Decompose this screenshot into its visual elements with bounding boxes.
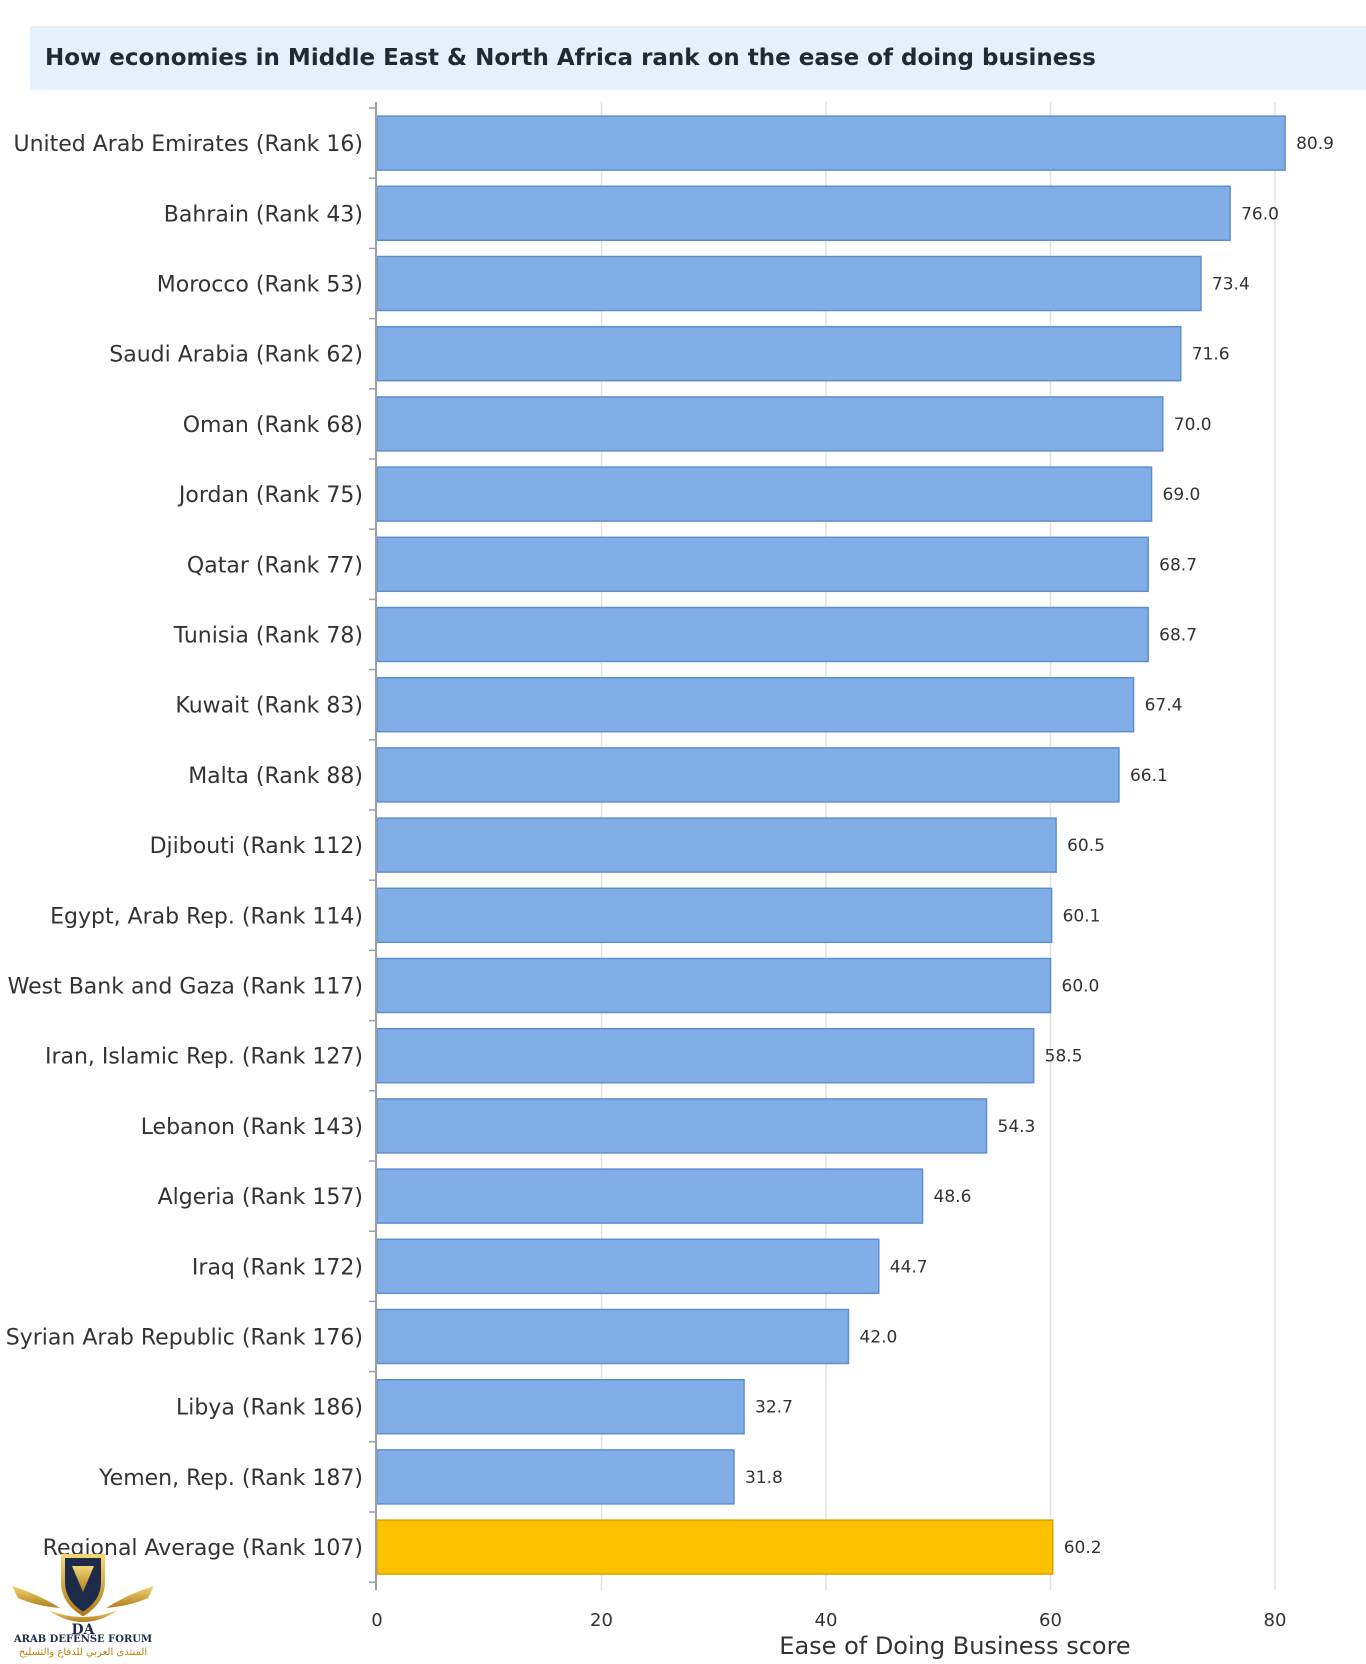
bar [376, 536, 1149, 593]
value-label: 66.1 [1130, 766, 1168, 786]
bar [376, 1378, 745, 1435]
category-label: Iran, Islamic Rep. (Rank 127) [45, 1045, 363, 1070]
value-label: 76.0 [1241, 204, 1279, 224]
category-label: Iraq (Rank 172) [192, 1255, 363, 1280]
value-label: 58.5 [1045, 1047, 1083, 1067]
bar [376, 396, 1164, 452]
forum-logo: DA ARAB DEFENSE FORUM المنتدى العربي للد… [8, 1548, 158, 1660]
bars [376, 115, 1286, 1575]
bar [376, 185, 1231, 242]
value-label: 80.9 [1296, 134, 1334, 154]
value-label: 73.4 [1212, 275, 1250, 295]
category-label: Libya (Rank 186) [176, 1396, 363, 1421]
value-label: 69.0 [1163, 485, 1201, 505]
value-label: 71.6 [1192, 345, 1230, 365]
bar [376, 1449, 735, 1505]
x-tick-label: 40 [815, 1610, 838, 1631]
category-label: Morocco (Rank 53) [157, 273, 363, 298]
chart-title-band: How economies in Middle East & North Afr… [30, 26, 1366, 90]
bar [376, 325, 1182, 382]
axes [369, 102, 377, 1591]
bar [376, 817, 1057, 873]
category-label: Lebanon (Rank 143) [141, 1115, 363, 1140]
bar [376, 1238, 880, 1295]
x-tick-label: 60 [1039, 1610, 1062, 1631]
bar [376, 1308, 850, 1365]
logo-name-ar: المنتدى العربي للدفاع والتسليح [18, 1647, 148, 1658]
category-label: Saudi Arabia (Rank 62) [109, 343, 363, 368]
category-label: West Bank and Gaza (Rank 117) [8, 975, 363, 1000]
value-label: 60.0 [1062, 977, 1100, 997]
logo-name-en: ARAB DEFENSE FORUM [13, 1634, 153, 1645]
category-label: Egypt, Arab Rep. (Rank 114) [50, 904, 363, 929]
value-label: 60.2 [1064, 1538, 1102, 1558]
category-label: Kuwait (Rank 83) [175, 694, 363, 719]
value-label: 70.0 [1174, 415, 1212, 435]
value-label: 60.5 [1067, 836, 1105, 856]
category-label: Djibouti (Rank 112) [150, 834, 363, 859]
category-label: Qatar (Rank 77) [187, 553, 363, 578]
bar [376, 115, 1286, 171]
bar [376, 747, 1120, 803]
x-axis-title: Ease of Doing Business score [779, 1632, 1130, 1660]
value-label: 60.1 [1063, 906, 1101, 926]
bar [376, 255, 1202, 312]
shield-emblem-icon: DA [12, 1554, 154, 1638]
value-label: 68.7 [1159, 555, 1197, 575]
bar [376, 676, 1135, 733]
value-label: 44.7 [890, 1257, 928, 1277]
bar [376, 1168, 924, 1224]
labels: 0 20 40 60 80 United Arab Emirates (Rank 16) 8… [6, 132, 1334, 1631]
category-label: Jordan (Rank 75) [177, 483, 363, 508]
bar [376, 466, 1153, 522]
bar [376, 1027, 1035, 1084]
category-label: Algeria (Rank 157) [158, 1185, 363, 1210]
bar [376, 957, 1052, 1014]
category-label: Malta (Rank 88) [188, 764, 363, 789]
value-label: 68.7 [1159, 626, 1197, 646]
value-label: 67.4 [1145, 696, 1183, 716]
bar [376, 606, 1149, 663]
category-label: Bahrain (Rank 43) [164, 202, 363, 227]
x-tick-label: 20 [590, 1610, 613, 1631]
x-tick-label: 0 [371, 1610, 382, 1631]
value-label: 31.8 [745, 1468, 783, 1488]
x-tick-label: 80 [1264, 1610, 1287, 1631]
category-label: Oman (Rank 68) [183, 413, 363, 438]
category-label: Yemen, Rep. (Rank 187) [98, 1466, 363, 1491]
bar-regional-average [376, 1519, 1054, 1575]
chart-title: How economies in Middle East & North Afr… [45, 45, 1096, 71]
value-label: 48.6 [934, 1187, 972, 1207]
bar [376, 887, 1053, 944]
category-label: Tunisia (Rank 78) [173, 624, 363, 649]
logo-monogram: DA [71, 1622, 95, 1638]
value-label: 42.0 [859, 1328, 897, 1348]
value-label: 32.7 [755, 1398, 793, 1418]
category-label: United Arab Emirates (Rank 16) [13, 132, 363, 157]
value-label: 54.3 [998, 1117, 1036, 1137]
category-label: Syrian Arab Republic (Rank 176) [6, 1326, 363, 1351]
bar [376, 1098, 988, 1154]
